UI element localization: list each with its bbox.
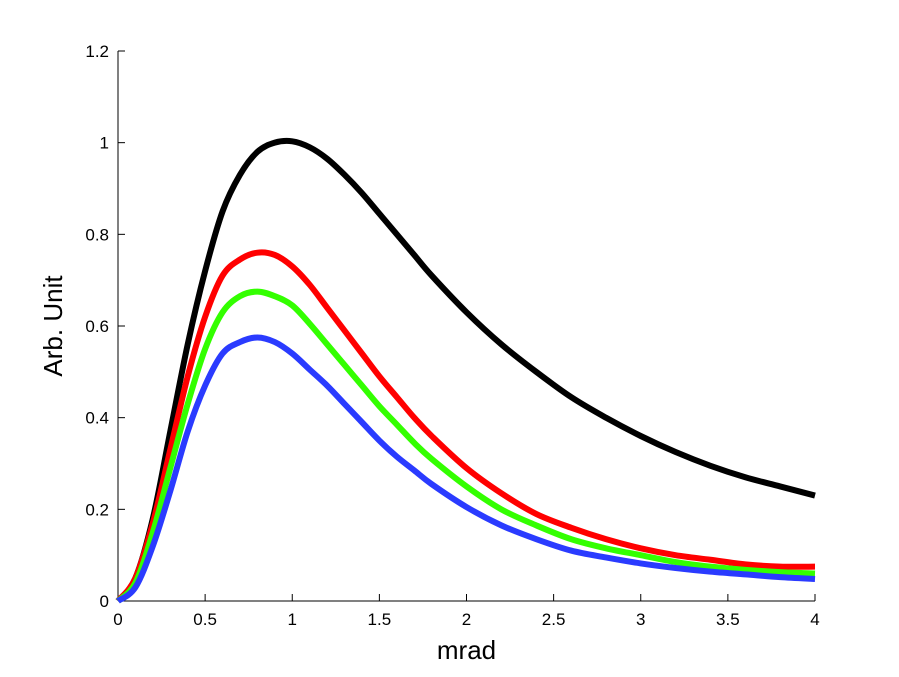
y-tick-label: 1.2 bbox=[85, 42, 109, 61]
x-tick-label: 2.5 bbox=[542, 610, 566, 629]
series-line-black bbox=[115, 137, 816, 603]
x-tick-label: 3.5 bbox=[716, 610, 740, 629]
y-axis-label: Arb. Unit bbox=[38, 275, 68, 377]
y-tick-label: 1 bbox=[100, 134, 109, 153]
x-tick-label: 4 bbox=[810, 610, 819, 629]
series-line-green bbox=[115, 288, 816, 604]
x-tick-label: 3 bbox=[636, 610, 645, 629]
y-tick-label: 0.4 bbox=[85, 409, 109, 428]
x-tick-label: 0 bbox=[113, 610, 122, 629]
series-line-red bbox=[115, 249, 816, 603]
series-line-blue bbox=[116, 334, 816, 604]
axes: 0 0.5 1 1.5 2 2.5 3 3.5 4 0 0.2 0.4 0.6 0.8 1 1.2 bbox=[85, 42, 819, 629]
x-tick-label: 1 bbox=[288, 610, 297, 629]
y-tick-label: 0.2 bbox=[85, 500, 109, 519]
x-tick-label: 1.5 bbox=[368, 610, 392, 629]
x-axis-label: mrad bbox=[437, 635, 496, 665]
y-tick-label: 0 bbox=[100, 592, 109, 611]
y-tick-label: 0.8 bbox=[85, 225, 109, 244]
x-tick-label: 2 bbox=[462, 610, 471, 629]
y-tick-label: 0.6 bbox=[85, 317, 109, 336]
series-layer bbox=[115, 137, 816, 604]
x-tick-label: 0.5 bbox=[193, 610, 217, 629]
